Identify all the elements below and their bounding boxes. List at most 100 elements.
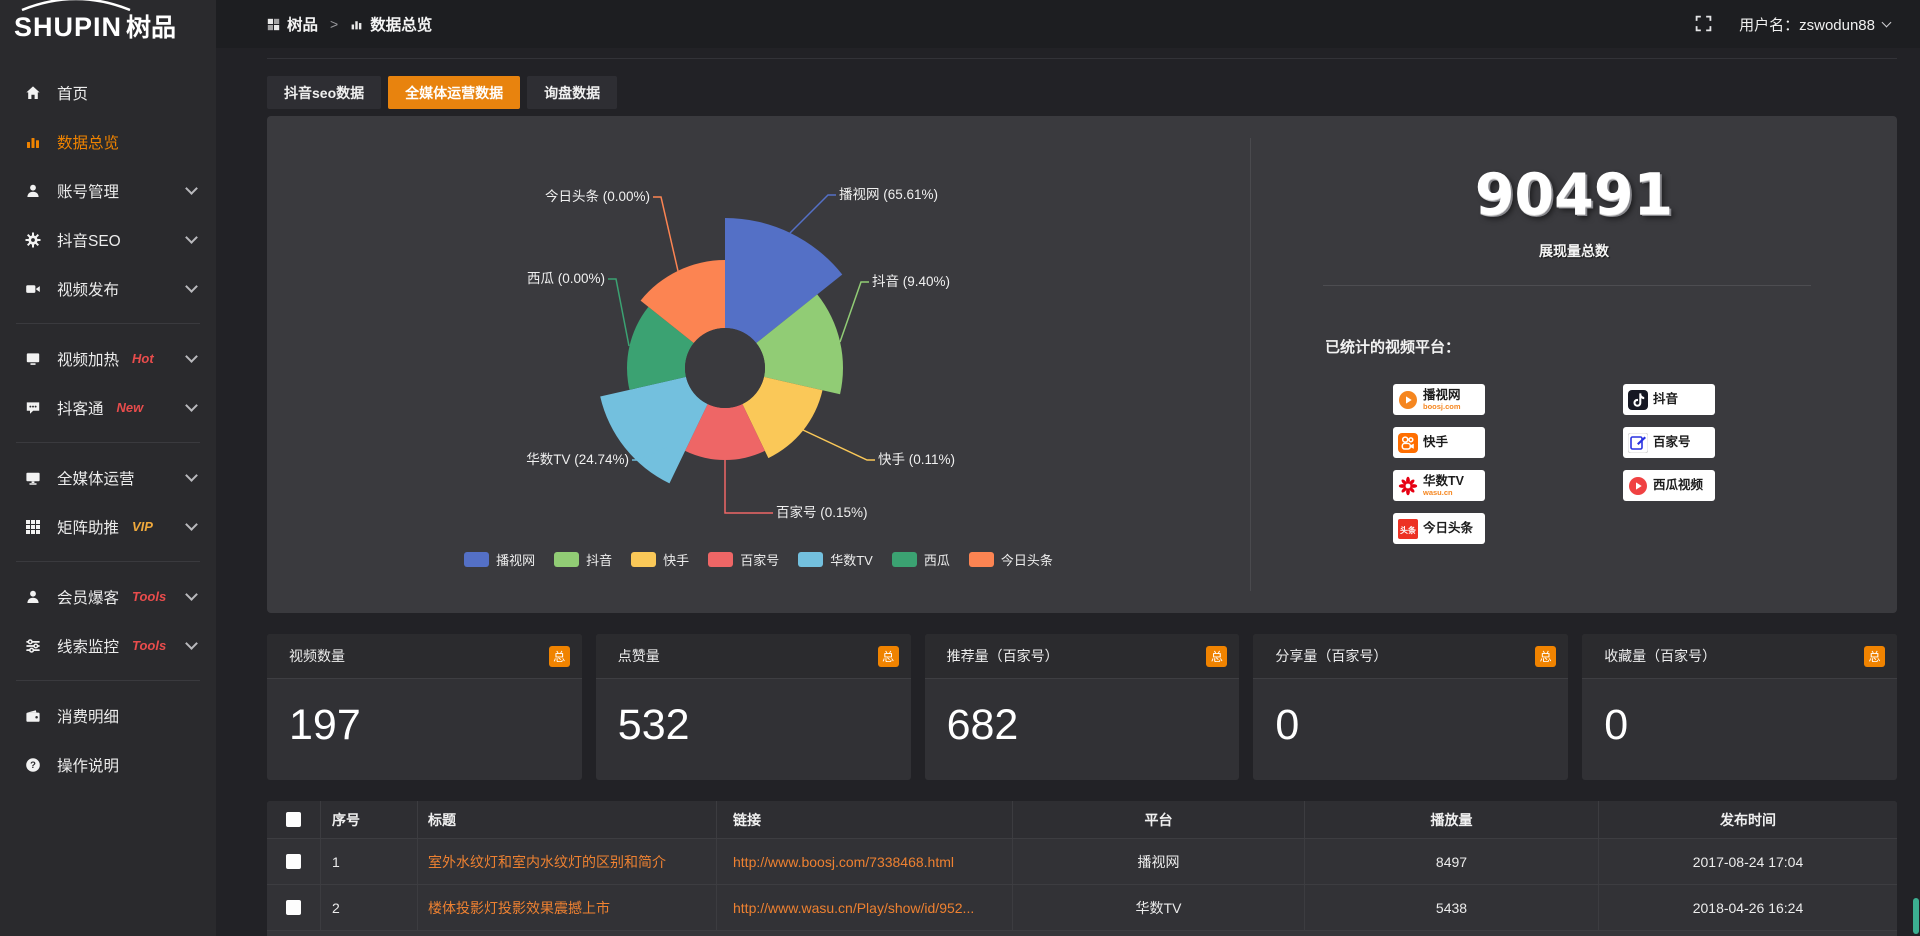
sidebar-item-sliders[interactable]: 线索监控 Tools [0, 621, 216, 670]
sidebar-item-badge: Tools [132, 589, 167, 604]
pie-label: 今日头条 (0.00%) [545, 188, 650, 204]
legend-item[interactable]: 快手 [631, 550, 689, 569]
video-url-link[interactable]: http://www.wasu.cn/Play/show/id/952... [717, 885, 1013, 930]
breadcrumb-home[interactable]: 树品 [267, 13, 318, 35]
sidebar-divider [16, 680, 200, 681]
username-label: 用户名：zswodun88 [1739, 16, 1875, 34]
legend-item[interactable]: 抖音 [554, 550, 612, 569]
row-checkbox[interactable] [286, 900, 301, 915]
column-header-platform: 平台 [1013, 801, 1305, 838]
legend-label: 今日头条 [1000, 553, 1053, 568]
tab-0[interactable]: 抖音seo数据 [267, 76, 382, 109]
stat-card-value: 0 [1604, 701, 1629, 749]
total-impressions-value: 90491 [1474, 162, 1674, 228]
home-icon [24, 84, 42, 102]
legend-item[interactable]: 西瓜 [891, 550, 950, 569]
publish-time: 2017-08-24 17:04 [1692, 853, 1804, 870]
sidebar-item-user[interactable]: 账号管理 [0, 166, 216, 215]
platform-name: 抖音 [1653, 392, 1679, 407]
sidebar-item-bar-chart[interactable]: 数据总览 [0, 117, 216, 166]
platform-name: 西瓜视频 [1653, 478, 1704, 493]
breadcrumb-current[interactable]: 数据总览 [350, 13, 432, 35]
logo-latin: SHUPIN [14, 12, 123, 42]
select-all-checkbox[interactable] [286, 812, 301, 827]
stat-card: 视频数量 总 197 [267, 634, 582, 780]
pie-slice-1[interactable] [756, 294, 843, 395]
stat-card-label: 推荐量（百家号） [946, 648, 1059, 664]
sidebar-item-badge: New [116, 400, 144, 415]
pie-slice-5[interactable] [627, 306, 694, 390]
legend-label: 快手 [663, 553, 690, 568]
sidebar-item-grid[interactable]: 矩阵助推 VIP [0, 502, 216, 551]
sidebar-item-monitor[interactable]: 全媒体运营 [0, 453, 216, 502]
sidebar-item-video[interactable]: 视频发布 [0, 264, 216, 313]
platform-badge-boosj: 播视网 boosj.com [1393, 384, 1485, 415]
member-icon [24, 588, 42, 606]
scrollbar-thumb[interactable] [1913, 898, 1919, 934]
video-title-link[interactable]: 楼体投影灯投影效果震撼上市 [418, 885, 717, 930]
main-content: 抖音seo数据 全媒体运营数据 询盘数据 播视网 (65.61%) 抖音 (9.40%… [216, 48, 1920, 936]
pie-slice-0[interactable] [725, 218, 843, 344]
legend-item[interactable]: 百家号 [708, 550, 779, 569]
legend-item[interactable]: 华数TV [798, 550, 873, 569]
sidebar-item-label: 视频加热 [57, 351, 120, 369]
total-badge: 总 [548, 645, 570, 667]
legend-item[interactable]: 播视网 [464, 550, 535, 569]
sidebar-item-gear[interactable]: 抖音SEO [0, 215, 216, 264]
platform-badge-kuaishou: 快手 [1393, 427, 1485, 458]
chevron-down-icon [185, 280, 198, 293]
sidebar-divider [16, 323, 200, 324]
topbar-divider [267, 58, 1897, 59]
legend-swatch [798, 552, 824, 567]
user-menu[interactable]: 用户名：zswodun88 [1739, 14, 1892, 35]
boosj-icon [1398, 390, 1418, 410]
platform-name: 播视网 [1013, 839, 1305, 884]
sidebar-item-help[interactable]: ? 操作说明 [0, 740, 216, 789]
stat-card-value: 532 [617, 701, 690, 749]
sidebar: SHUPIN 树品 首页 数据总览 账号管理 抖音SEO 视频发布 视频加热 H… [0, 0, 216, 936]
table-header-row: 序号 标题 链接 平台 播放量 发布时间 [267, 801, 1897, 839]
platform-badges: 播视网 boosj.com 快手 华数TV wasu.cn 头条 今日头条 [1393, 384, 1897, 544]
pie-label: 播视网 (65.61%) [839, 187, 938, 202]
stat-card: 收藏量（百家号） 总 0 [1582, 634, 1897, 780]
platform-name: 快手 [1423, 435, 1449, 450]
video-title-link[interactable]: 室外水纹灯和室内水纹灯的区别和简介 [418, 839, 717, 884]
scrollbar[interactable] [1912, 0, 1920, 936]
pie-slice-2[interactable] [742, 376, 823, 459]
pie-label: 华数TV (24.74%) [526, 452, 629, 467]
chart-small-icon [350, 18, 363, 31]
pie-label: 西瓜 (0.00%) [527, 271, 605, 286]
pie-slice-6[interactable] [640, 260, 725, 344]
row-checkbox[interactable] [286, 854, 301, 869]
total-badge: 总 [1535, 645, 1557, 667]
sidebar-item-wallet[interactable]: 消费明细 [0, 691, 216, 740]
sidebar-item-label: 数据总览 [57, 134, 120, 152]
sidebar-item-member[interactable]: 会员爆客 Tools [0, 572, 216, 621]
legend-label: 抖音 [586, 553, 613, 568]
pie-label-line [653, 196, 679, 272]
platform-name: 播视网 [1423, 387, 1461, 402]
platform-name: 华数TV [1423, 473, 1464, 488]
pie-slice-3[interactable] [685, 404, 765, 461]
sidebar-item-badge: VIP [132, 519, 153, 534]
total-impressions-label: 展现量总数 [1539, 243, 1609, 259]
sidebar-item-label: 线索监控 [57, 638, 120, 656]
tab-2[interactable]: 询盘数据 [527, 76, 618, 109]
tab-1[interactable]: 全媒体运营数据 [388, 76, 521, 109]
pie-label: 百家号 (0.15%) [776, 504, 868, 520]
sidebar-item-home[interactable]: 首页 [0, 68, 216, 117]
app-logo[interactable]: SHUPIN 树品 [0, 0, 216, 50]
pie-slice-4[interactable] [600, 376, 708, 484]
legend-label: 华数TV [830, 553, 873, 568]
legend-item[interactable]: 今日头条 [968, 550, 1053, 569]
table-row-partial [267, 931, 1897, 936]
breadcrumb-current-label: 数据总览 [370, 17, 433, 34]
video-url-link[interactable]: http://www.boosj.com/7338468.html [717, 839, 1013, 884]
sidebar-nav: 首页 数据总览 账号管理 抖音SEO 视频发布 视频加热 Hot 抖客通 New… [0, 50, 216, 789]
platform-share-chart[interactable]: 播视网 (65.61%) 抖音 (9.40%) 快手 (0.11%) 百家号 (0.1… [267, 116, 1250, 613]
fullscreen-icon[interactable] [1695, 15, 1713, 33]
platform-name: 今日头条 [1423, 521, 1474, 536]
sidebar-item-chat[interactable]: 抖客通 New [0, 383, 216, 432]
sidebar-item-screen[interactable]: 视频加热 Hot [0, 334, 216, 383]
rose-pie-chart[interactable]: 播视网 (65.61%) 抖音 (9.40%) 快手 (0.11%) 百家号 (0.1… [267, 116, 1250, 546]
